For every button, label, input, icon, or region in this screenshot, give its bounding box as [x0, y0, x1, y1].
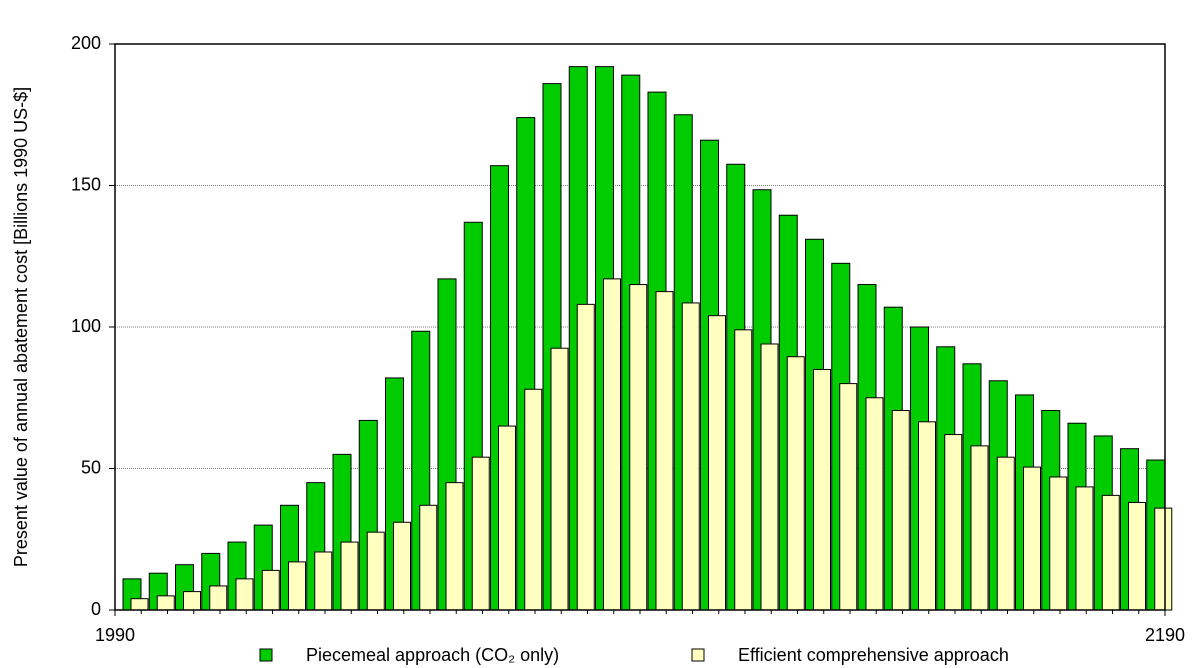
- bar: [235, 578, 254, 611]
- bar: [393, 521, 411, 611]
- legend-swatch: [691, 648, 705, 662]
- bar: [839, 383, 858, 611]
- plot-frame: [114, 43, 1166, 611]
- bar: [314, 551, 333, 611]
- bar: [970, 445, 989, 611]
- bar: [629, 284, 648, 611]
- bar: [786, 356, 805, 611]
- y-tick-label: 100: [71, 316, 101, 336]
- bar: [655, 291, 674, 611]
- bar: [576, 303, 595, 611]
- x-tick-label: 2190: [1145, 625, 1185, 645]
- bar: [1154, 507, 1173, 611]
- bar: [471, 456, 490, 611]
- legend-label: Piecemeal approach (CO₂ only): [306, 645, 559, 665]
- bar: [524, 388, 543, 611]
- bar: [498, 425, 516, 611]
- legend-label: Efficient comprehensive approach: [738, 645, 1009, 665]
- bar: [813, 368, 831, 611]
- y-axis-label: Present value of annual abatement cost […: [11, 87, 31, 567]
- bar: [419, 504, 438, 611]
- bar: [550, 347, 569, 611]
- bar: [340, 541, 359, 611]
- bar: [1023, 466, 1041, 611]
- bar: [366, 531, 385, 611]
- bar: [681, 302, 700, 611]
- bar: [734, 329, 753, 611]
- x-tick-label: 1990: [95, 625, 135, 645]
- bar: [603, 278, 621, 611]
- bar: [944, 434, 963, 611]
- bar: [1101, 494, 1120, 611]
- y-tick-label: 50: [81, 457, 101, 477]
- y-tick-label: 200: [71, 33, 101, 53]
- bar: [865, 397, 884, 611]
- bar: [156, 595, 175, 611]
- bar: [183, 591, 201, 611]
- bar: [1128, 501, 1146, 611]
- bar: [209, 585, 228, 611]
- legend-swatch: [259, 648, 273, 662]
- bar: [891, 409, 910, 611]
- y-tick-label: 150: [71, 174, 101, 194]
- y-tick-label: 0: [91, 599, 101, 619]
- bar: [996, 456, 1015, 611]
- bar: [288, 561, 306, 611]
- bar: [130, 598, 149, 611]
- bar: [918, 421, 936, 611]
- bar: [261, 569, 280, 611]
- bar: [760, 343, 779, 611]
- bar: [445, 482, 464, 611]
- bar: [708, 315, 726, 611]
- bar: [1049, 476, 1068, 611]
- bar: [1075, 486, 1094, 611]
